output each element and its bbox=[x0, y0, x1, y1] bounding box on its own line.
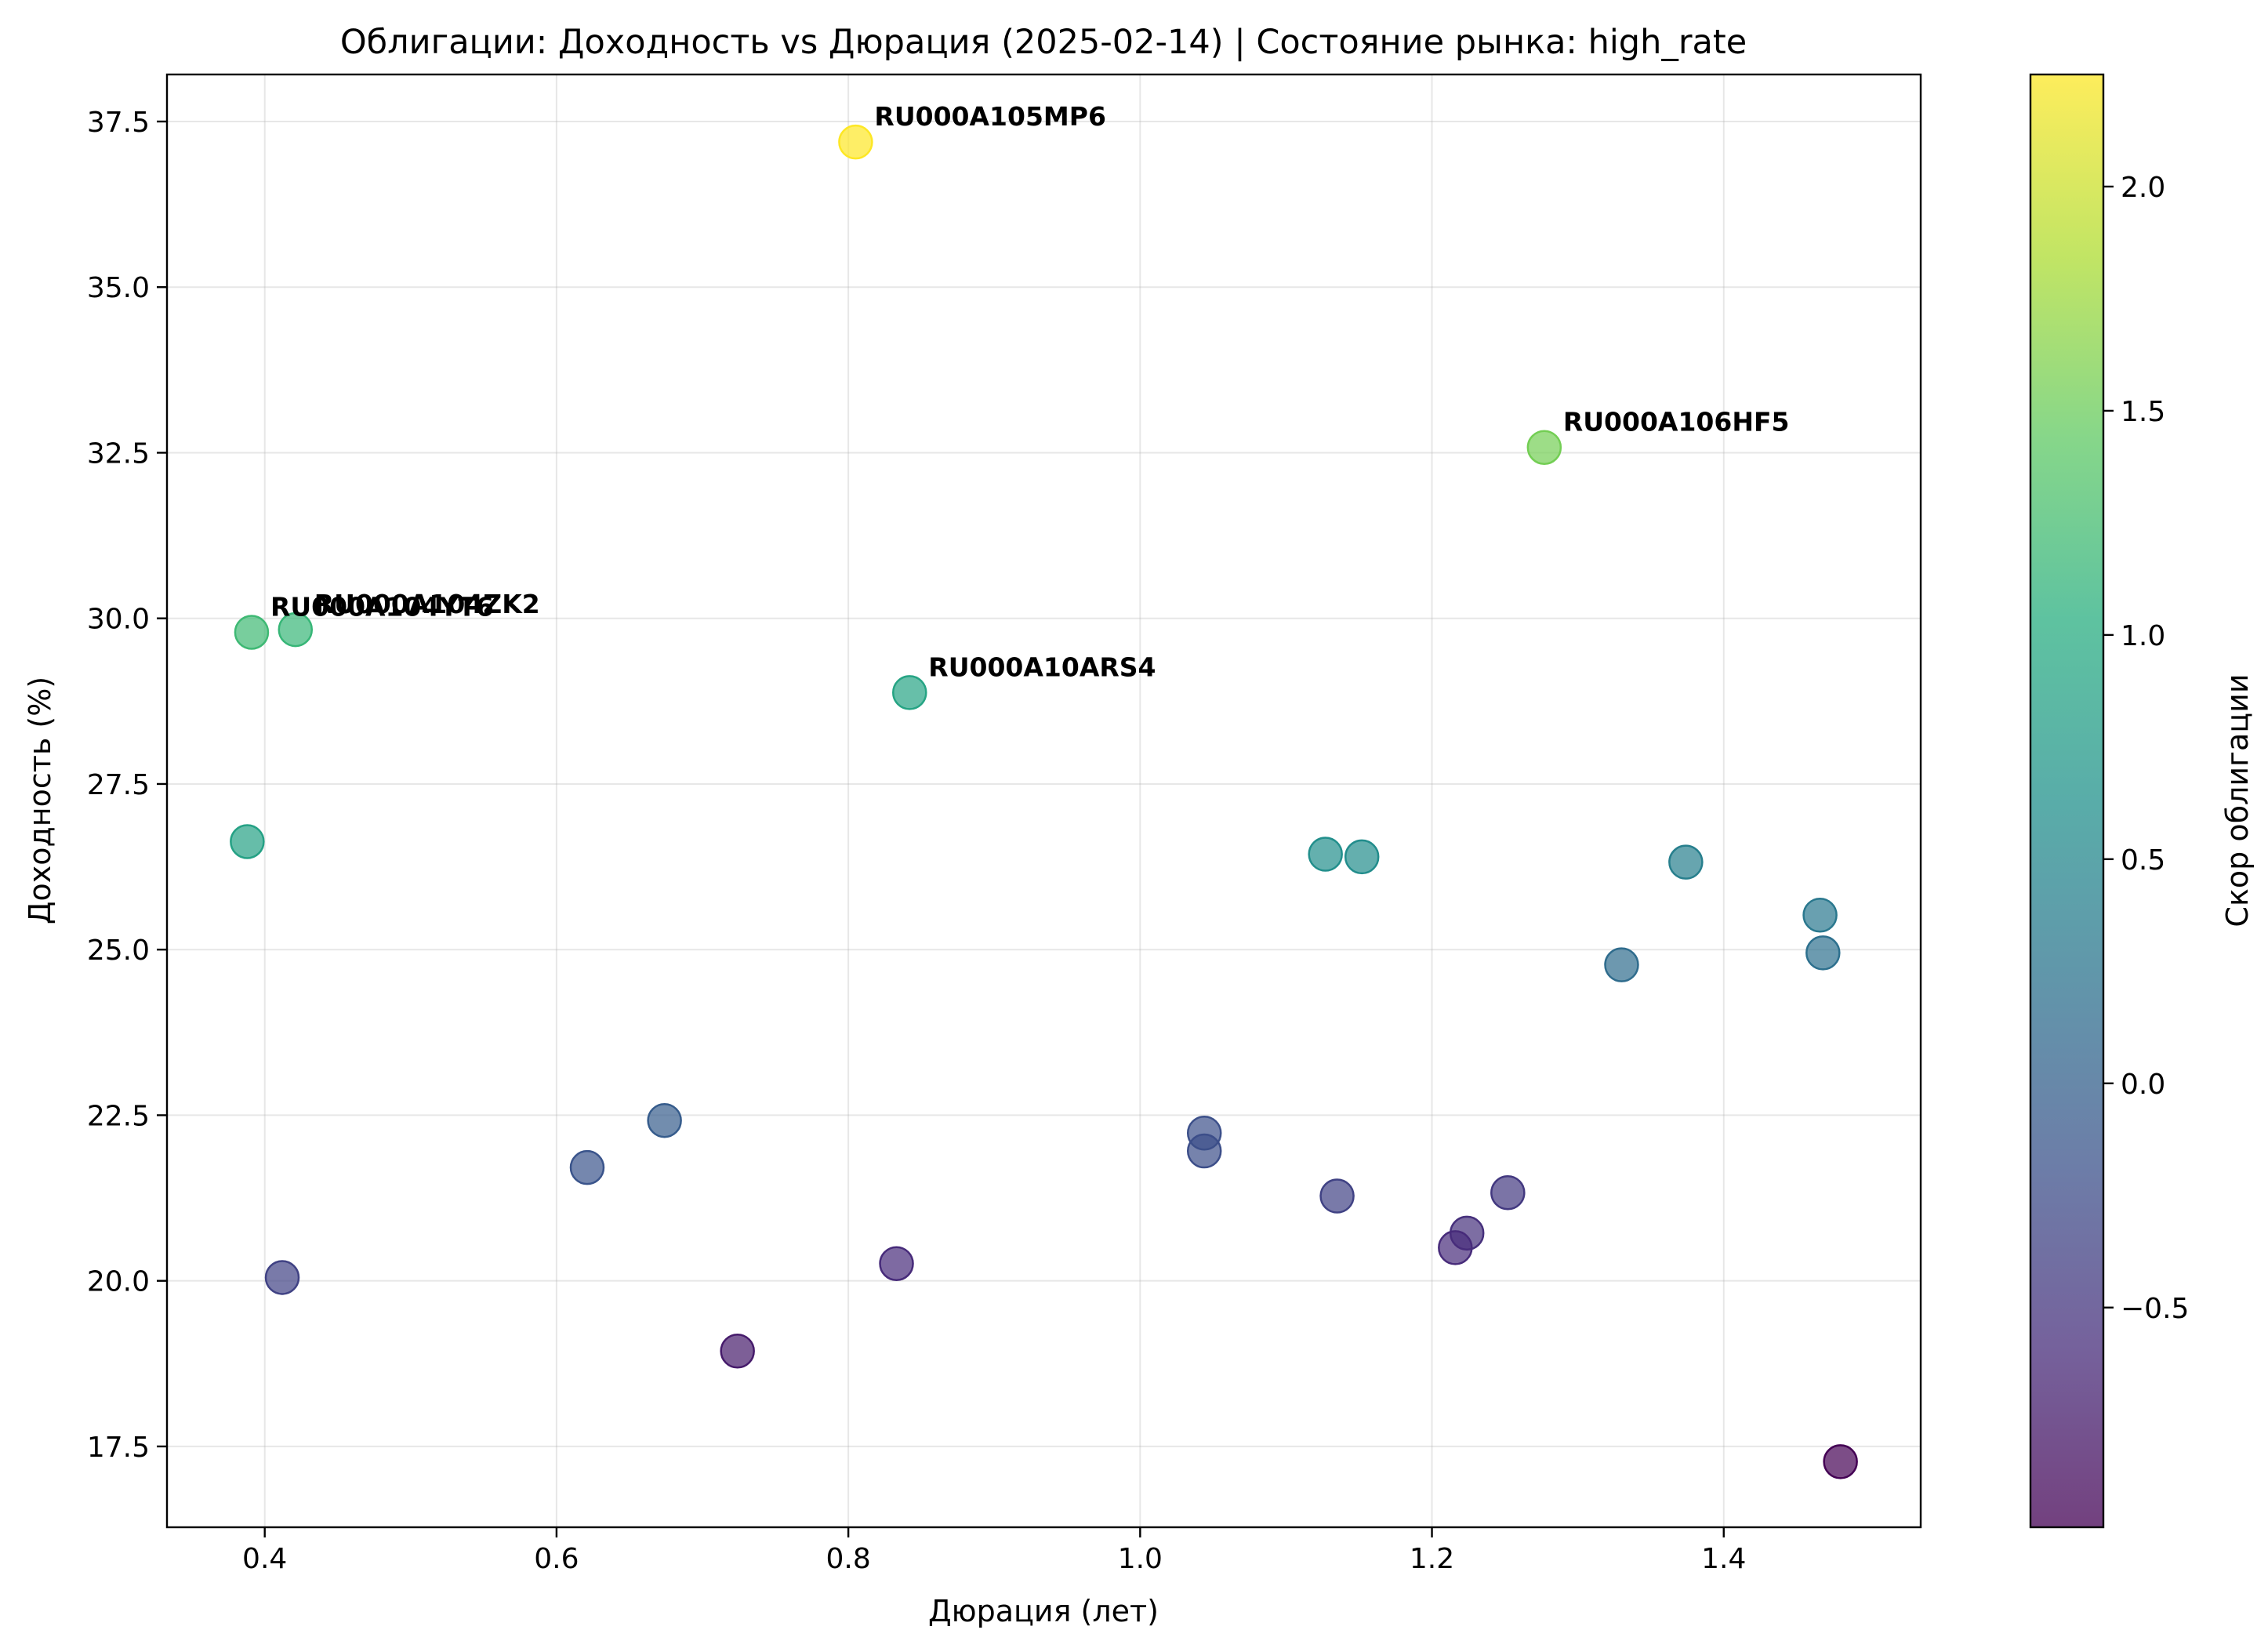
colorbar-tick-label: 1.5 bbox=[2121, 396, 2165, 428]
data-point bbox=[838, 124, 873, 160]
y-tick-label: 37.5 bbox=[87, 107, 150, 139]
data-point bbox=[1805, 935, 1841, 971]
data-point bbox=[1438, 1230, 1473, 1265]
x-tick-label: 1.4 bbox=[1701, 1543, 1746, 1575]
data-point bbox=[1308, 837, 1343, 872]
data-point bbox=[1802, 898, 1838, 933]
colorbar bbox=[2029, 73, 2105, 1529]
point-label: RU000A105MP6 bbox=[874, 101, 1106, 132]
data-point bbox=[1186, 1133, 1222, 1169]
y-tick-label: 20.0 bbox=[87, 1266, 150, 1298]
data-point bbox=[1526, 430, 1562, 465]
point-label: RU000A104YT6 bbox=[270, 591, 494, 622]
colorbar-label: Скор облигации bbox=[2220, 673, 2255, 927]
data-points bbox=[230, 124, 1858, 1479]
data-point bbox=[1823, 1444, 1858, 1479]
x-tick-label: 1.2 bbox=[1410, 1543, 1454, 1575]
y-axis-label: Доходность (%) bbox=[23, 677, 57, 924]
data-point bbox=[234, 615, 270, 650]
data-point bbox=[1604, 947, 1639, 982]
y-axis: 17.5 20.0 22.5 25.0 27.5 30.0 32.5 35.0 37.5 bbox=[87, 107, 167, 1464]
point-label: RU000A106HF5 bbox=[1563, 407, 1790, 437]
colorbar-tick-label: 2.0 bbox=[2121, 172, 2165, 204]
x-axis: 0.4 0.6 0.8 1.0 1.2 1.4 bbox=[242, 1527, 1746, 1575]
data-point bbox=[1344, 839, 1380, 875]
x-tick-label: 1.0 bbox=[1118, 1543, 1163, 1575]
chart-title: Облигации: Доходность vs Дюрация (2025-0… bbox=[340, 23, 1747, 62]
data-point bbox=[1668, 844, 1704, 880]
y-tick-label: 27.5 bbox=[87, 769, 150, 801]
y-tick-label: 30.0 bbox=[87, 604, 150, 636]
data-point bbox=[1319, 1178, 1355, 1214]
x-tick-label: 0.8 bbox=[826, 1543, 870, 1575]
data-point bbox=[720, 1333, 755, 1369]
data-point bbox=[892, 675, 927, 710]
colorbar-ticks: −0.5 0.0 0.5 1.0 1.5 2.0 bbox=[2103, 172, 2189, 1325]
y-tick-label: 35.0 bbox=[87, 272, 150, 304]
x-tick-label: 0.6 bbox=[534, 1543, 579, 1575]
colorbar-tick-label: 1.0 bbox=[2121, 620, 2165, 652]
data-point bbox=[879, 1246, 914, 1281]
x-axis-label: Дюрация (лет) bbox=[928, 1594, 1159, 1628]
plot-frame bbox=[165, 73, 1922, 1529]
data-point bbox=[278, 612, 314, 648]
data-point bbox=[230, 824, 265, 859]
colorbar-tick-label: −0.5 bbox=[2121, 1293, 2189, 1325]
data-point bbox=[1490, 1175, 1526, 1211]
y-tick-label: 25.0 bbox=[87, 935, 150, 967]
y-tick-label: 22.5 bbox=[87, 1100, 150, 1132]
colorbar-tick-label: 0.5 bbox=[2121, 844, 2165, 877]
grid bbox=[167, 74, 1921, 1527]
point-labels: RU000A105MP6RU000A106HF5RU000A104YT6RU00… bbox=[270, 101, 1790, 682]
y-tick-label: 17.5 bbox=[87, 1432, 150, 1464]
point-label: RU000A10ARS4 bbox=[928, 652, 1156, 682]
data-point bbox=[264, 1260, 300, 1295]
data-point bbox=[647, 1102, 682, 1138]
x-tick-label: 0.4 bbox=[242, 1543, 287, 1575]
colorbar-tick-label: 0.0 bbox=[2121, 1069, 2165, 1101]
y-tick-label: 32.5 bbox=[87, 437, 150, 470]
point-label: RU000A104ZK2 bbox=[314, 589, 540, 619]
data-point bbox=[569, 1149, 605, 1185]
